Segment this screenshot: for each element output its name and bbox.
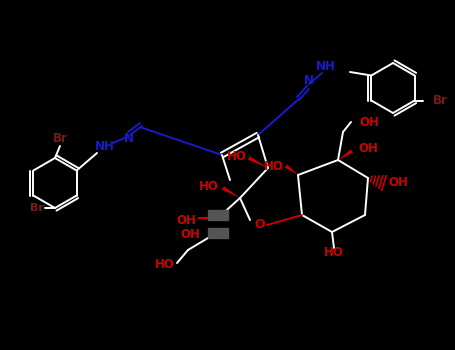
Text: Br: Br: [53, 133, 67, 146]
Text: HO: HO: [264, 161, 284, 174]
Polygon shape: [248, 156, 268, 168]
Text: OH: OH: [358, 141, 378, 154]
Text: OH: OH: [180, 228, 200, 240]
Text: NH: NH: [95, 140, 115, 153]
Text: OH: OH: [388, 176, 408, 189]
Polygon shape: [222, 186, 240, 198]
Text: HO: HO: [227, 149, 247, 162]
Bar: [208, 210, 228, 220]
Text: Br: Br: [433, 94, 448, 107]
Text: OH: OH: [359, 116, 379, 128]
Polygon shape: [338, 149, 353, 160]
Text: O: O: [255, 218, 265, 231]
Polygon shape: [285, 164, 298, 175]
Text: HO: HO: [155, 259, 175, 272]
Text: HO: HO: [199, 180, 219, 193]
Text: HO: HO: [324, 245, 344, 259]
Text: OH: OH: [176, 214, 196, 226]
Text: N: N: [124, 132, 134, 145]
Text: Br: Br: [30, 203, 44, 213]
Text: N: N: [304, 74, 314, 86]
Bar: [208, 228, 228, 238]
Text: NH: NH: [316, 61, 336, 74]
